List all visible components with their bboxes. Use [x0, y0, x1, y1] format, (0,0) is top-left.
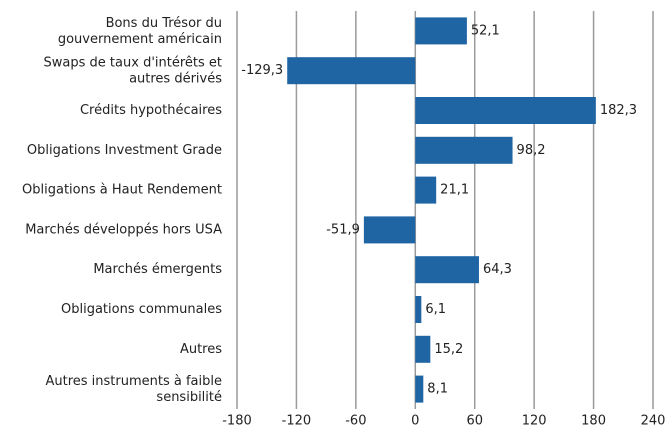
value-label: 52,1 [471, 23, 500, 38]
category-label: Obligations à Haut Rendement [22, 183, 222, 198]
x-tick-label: 120 [522, 414, 547, 429]
category-label: Obligations communales [61, 302, 222, 317]
bar [415, 97, 596, 124]
x-tick-label: 240 [641, 414, 666, 429]
value-label: 21,1 [440, 183, 469, 198]
value-label: 98,2 [517, 143, 546, 158]
value-label: 182,3 [600, 103, 637, 118]
x-tick-label: -180 [222, 414, 252, 429]
value-label: -51,9 [326, 222, 360, 237]
value-label: -129,3 [241, 63, 283, 78]
bar [415, 136, 513, 164]
category-label: Autres instruments à faible sensibilité [45, 374, 222, 405]
value-label: 64,3 [483, 262, 512, 277]
x-tick-label: 180 [581, 414, 606, 429]
category-label: Crédits hypothécaires [80, 103, 222, 118]
value-label: 8,1 [427, 382, 448, 397]
category-label: Obligations Investment Grade [27, 143, 222, 158]
bar [415, 17, 467, 45]
bar [415, 335, 431, 363]
value-label: 15,2 [434, 342, 463, 357]
category-label: Autres [180, 342, 222, 357]
x-tick-label: -120 [282, 414, 312, 429]
category-label: Marchés développés hors USA [25, 222, 222, 237]
bar [363, 216, 416, 244]
x-tick-label: -60 [345, 414, 366, 429]
category-label: Swaps de taux d'intérêts et autres dérivé… [44, 55, 223, 86]
bar [415, 296, 422, 323]
value-label: 6,1 [425, 302, 446, 317]
category-label: Bons du Trésor du gouvernement américain [58, 15, 222, 46]
bar [287, 57, 416, 85]
category-label: Marchés émergents [93, 262, 222, 277]
bar [415, 256, 479, 284]
x-tick-label: 60 [466, 414, 483, 429]
x-tick-label: 0 [411, 414, 419, 429]
bar [415, 176, 437, 204]
bar [415, 375, 424, 403]
